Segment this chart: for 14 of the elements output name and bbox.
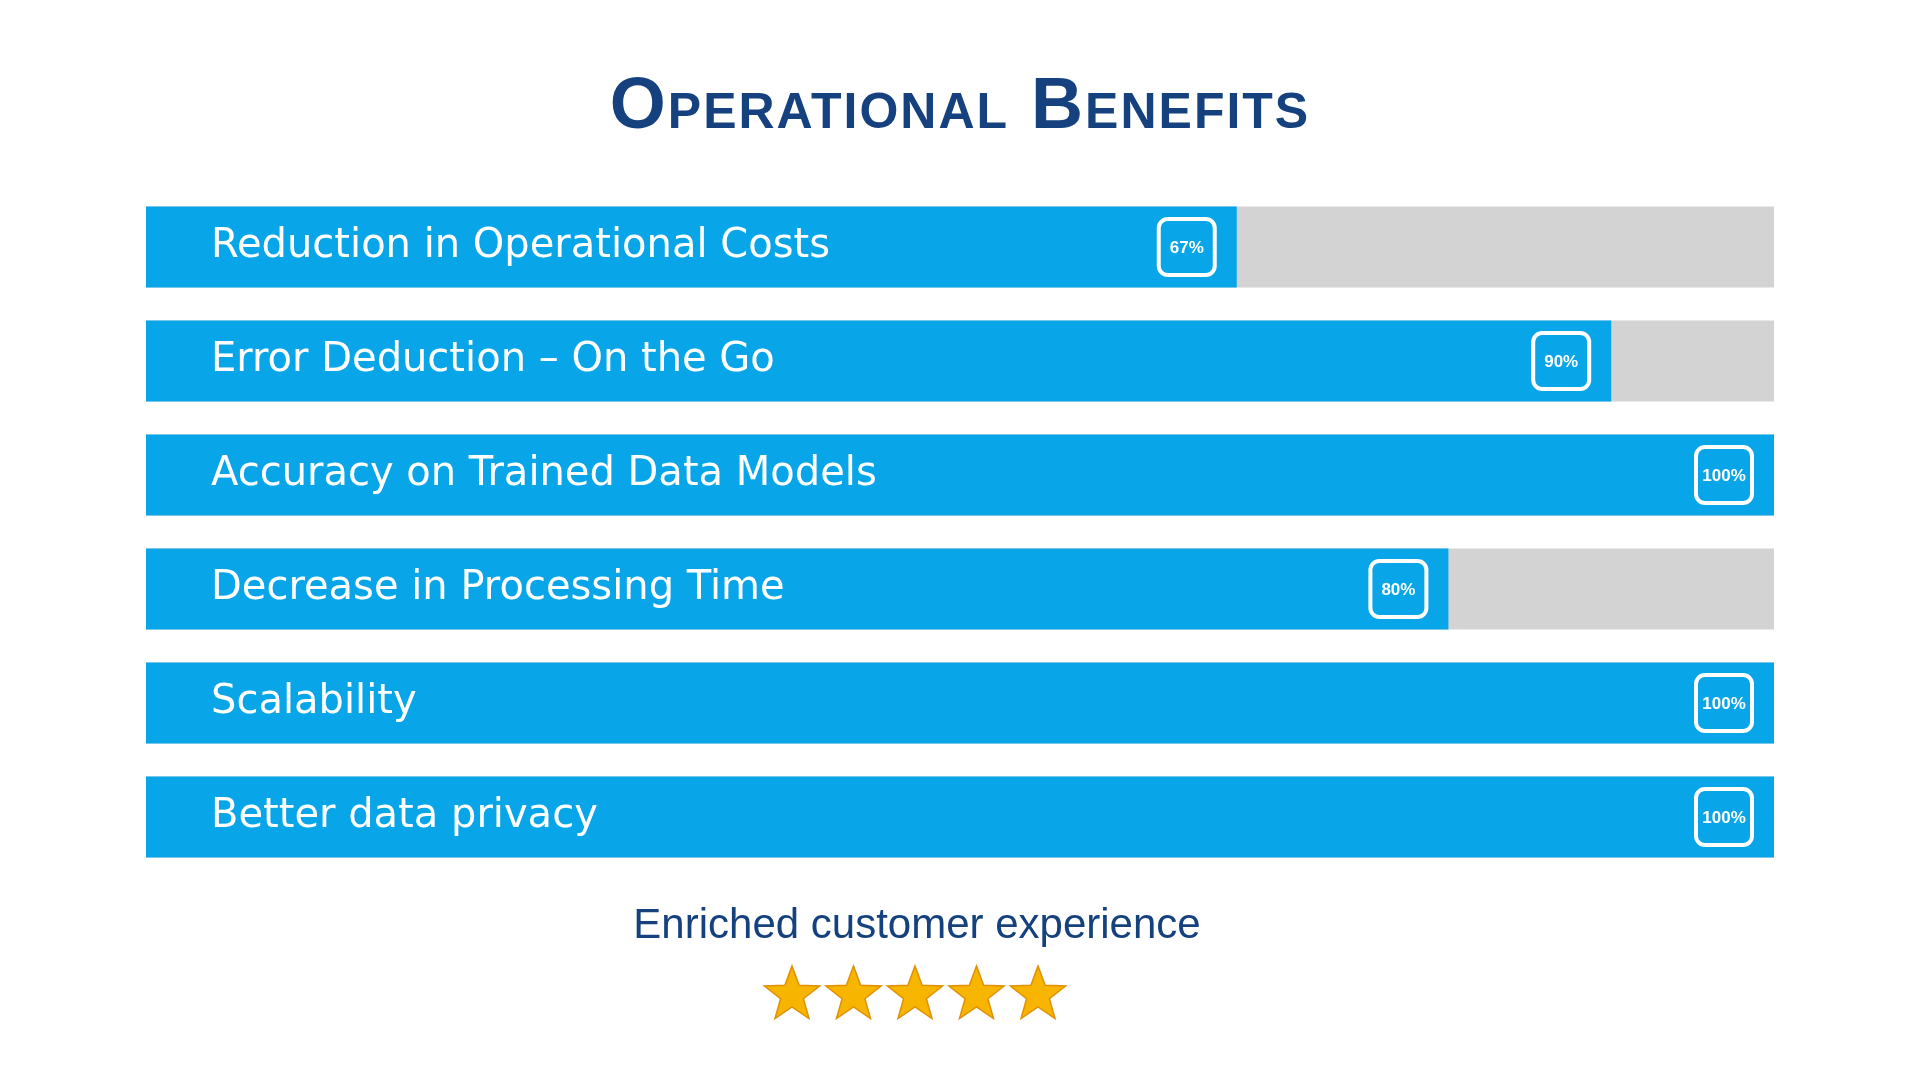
data-label: 80% <box>1381 579 1416 599</box>
y-tick-label: Accuracy on Trained Data Models <box>211 448 877 495</box>
text: Enriched customer experience <box>632 900 1202 948</box>
chart-title: Operational Benefits <box>608 62 1312 144</box>
data-label: 100% <box>1702 807 1746 827</box>
y-tick-label: Better data privacy <box>211 790 598 837</box>
data-label: 67% <box>1169 237 1204 257</box>
y-tick-label: Scalability <box>211 676 417 723</box>
y-tick-label: Reduction in Operational Costs <box>211 220 831 267</box>
data-label: 90% <box>1544 351 1579 371</box>
y-tick-label: Decrease in Processing Time <box>211 562 785 609</box>
data-label: 100% <box>1702 693 1746 713</box>
y-tick-label: Error Deduction – On the Go <box>211 334 775 381</box>
data-label: 100% <box>1702 465 1746 485</box>
